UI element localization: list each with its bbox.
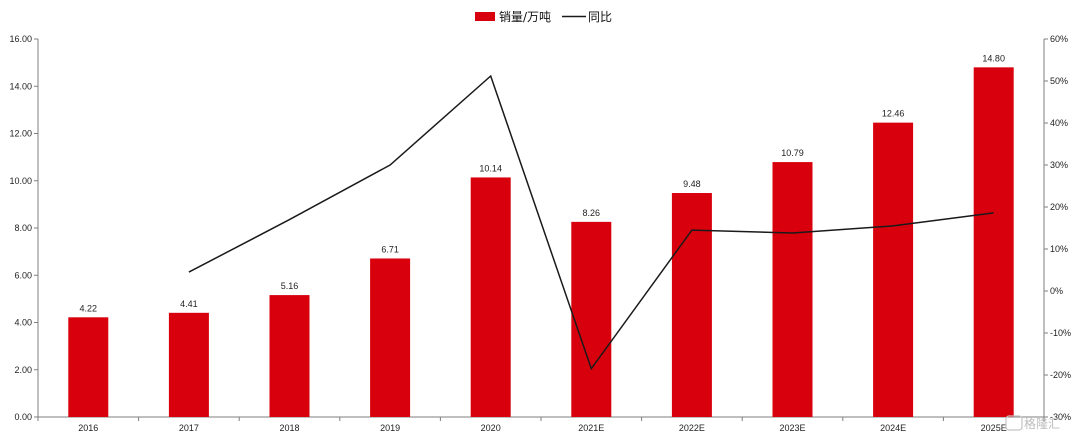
x-tick-label: 2023E bbox=[779, 423, 805, 433]
y-left-tick-label: 2.00 bbox=[14, 365, 32, 375]
legend: 销量/万吨 同比 bbox=[475, 10, 612, 24]
y-left-tick-label: 4.00 bbox=[14, 318, 32, 328]
line-series bbox=[188, 74, 994, 371]
bar bbox=[168, 312, 209, 417]
bar bbox=[370, 258, 411, 417]
y-left-tick-label: 16.00 bbox=[9, 34, 32, 44]
bar-labels: 4.22 4.41 5.16 6.71 10.14 8.26 9.48 10.79 12.46 1… bbox=[80, 53, 1005, 313]
y-right-tick-label: -30% bbox=[1050, 412, 1071, 422]
bar bbox=[873, 122, 914, 417]
bar-value-label: 10.14 bbox=[479, 163, 502, 173]
y-right-tick-label: -20% bbox=[1050, 370, 1071, 380]
x-tick-label: 2019 bbox=[380, 423, 400, 433]
bar bbox=[772, 162, 813, 417]
bar bbox=[68, 317, 109, 417]
x-tick-label: 2017 bbox=[179, 423, 199, 433]
y-right-tick-label: 20% bbox=[1050, 202, 1068, 212]
bars bbox=[68, 67, 1014, 417]
y-right-tick-label: 10% bbox=[1050, 244, 1068, 254]
x-tick-label: 2022E bbox=[679, 423, 705, 433]
bar-value-label: 6.71 bbox=[381, 244, 399, 254]
legend-line-label: 同比 bbox=[588, 10, 612, 24]
bar-value-label: 14.80 bbox=[982, 53, 1005, 63]
x-tick-label: 2020 bbox=[481, 423, 501, 433]
bar-value-label: 4.22 bbox=[80, 303, 98, 313]
watermark: 格隆汇 bbox=[1005, 415, 1060, 431]
y-right-tick-label: -10% bbox=[1050, 328, 1071, 338]
bar bbox=[571, 221, 612, 417]
y-right-tick-label: 0% bbox=[1050, 286, 1063, 296]
bar-value-label: 9.48 bbox=[683, 179, 701, 189]
y-right-tick-label: 50% bbox=[1050, 76, 1068, 86]
x-tick-label: 2018 bbox=[279, 423, 299, 433]
x-tick-label: 2016 bbox=[78, 423, 98, 433]
y-left-tick-label: 0.00 bbox=[14, 412, 32, 422]
bar bbox=[470, 177, 511, 417]
bar bbox=[973, 67, 1014, 417]
legend-bar-label: 销量/万吨 bbox=[499, 10, 551, 24]
x-tick-label: 2025E bbox=[981, 423, 1007, 433]
y-right-tick-label: 60% bbox=[1050, 34, 1068, 44]
y-left-tick-label: 10.00 bbox=[9, 176, 32, 186]
watermark-text: 格隆汇 bbox=[1024, 416, 1060, 431]
watermark-logo-icon bbox=[1005, 415, 1023, 431]
y-left-tick-label: 14.00 bbox=[9, 81, 32, 91]
yoy-line bbox=[188, 74, 994, 371]
y-left-tick-label: 8.00 bbox=[14, 223, 32, 233]
legend-bar-swatch bbox=[475, 12, 495, 21]
y-right-tick-label: 30% bbox=[1050, 160, 1068, 170]
bar-value-label: 5.16 bbox=[281, 281, 299, 291]
x-tick-label: 2021E bbox=[578, 423, 604, 433]
bar-value-label: 12.46 bbox=[882, 109, 905, 119]
x-tick-label: 2024E bbox=[880, 423, 906, 433]
bar bbox=[671, 193, 712, 417]
y-right-tick-label: 40% bbox=[1050, 118, 1068, 128]
y-left-tick-label: 6.00 bbox=[14, 270, 32, 280]
bar-value-label: 4.41 bbox=[180, 299, 198, 309]
bar-value-label: 10.79 bbox=[781, 148, 804, 158]
bar-value-label: 8.26 bbox=[583, 208, 601, 218]
y-left-tick-label: 12.00 bbox=[9, 129, 32, 139]
bar bbox=[269, 295, 310, 417]
